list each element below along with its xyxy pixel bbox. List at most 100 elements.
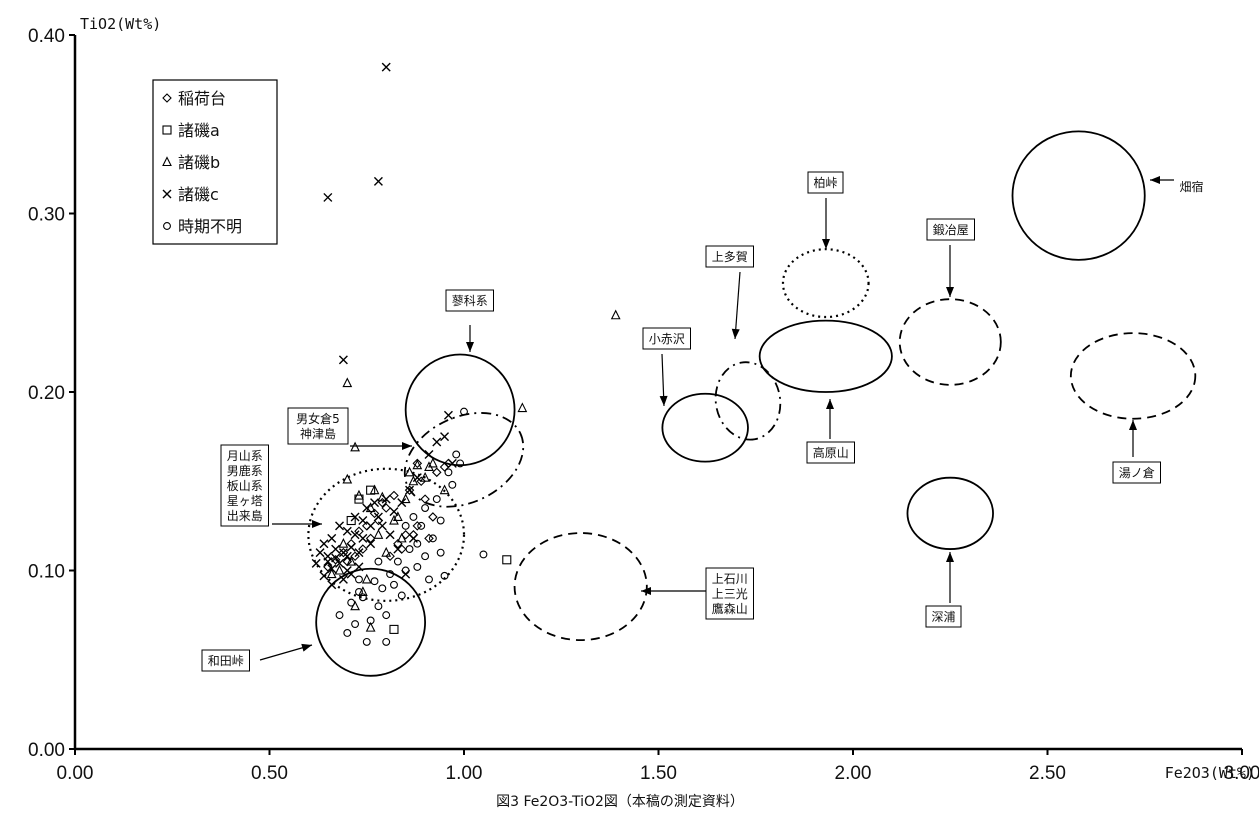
region-label-text: 畑宿 <box>1179 179 1203 194</box>
point-x <box>424 449 434 459</box>
point-triangle <box>334 564 345 575</box>
region-label-group: 柏峠 <box>807 171 844 249</box>
point-diamond <box>361 521 372 531</box>
region-label-group: 深浦 <box>925 552 962 628</box>
point-x <box>319 571 329 581</box>
region-label-group: 畑宿 <box>1150 176 1204 194</box>
point-triangle <box>365 621 376 632</box>
point-diamond <box>412 521 423 531</box>
point-circle <box>432 495 441 504</box>
region-label-box <box>220 444 269 527</box>
point-diamond <box>404 485 415 495</box>
point-x <box>373 176 383 186</box>
point-circle <box>436 516 445 525</box>
point-triangle <box>381 546 392 557</box>
point-circle <box>413 562 422 571</box>
point-circle <box>355 587 363 596</box>
point-diamond <box>381 503 391 513</box>
x-tick-label: 0.50 <box>251 763 288 784</box>
point-triangle <box>342 473 353 484</box>
point-triangle <box>517 402 528 413</box>
point-x <box>389 507 399 517</box>
point-diamond <box>400 530 411 540</box>
point-diamond <box>428 512 438 522</box>
arrow-head <box>946 552 954 562</box>
point-diamond <box>350 551 360 561</box>
source-regions <box>307 130 1197 677</box>
point-circle <box>460 407 468 416</box>
point-circle <box>440 571 449 580</box>
arrow-head <box>822 239 830 249</box>
point-diamond <box>365 533 376 544</box>
point-diamond <box>416 476 426 487</box>
arrow-head <box>731 328 740 339</box>
point-circle <box>417 521 426 530</box>
region-label-box <box>926 218 975 241</box>
point-triangle <box>350 441 360 452</box>
point-x <box>366 521 376 531</box>
legend-label: 諸磯a <box>178 121 220 140</box>
y-tick-label: 0.20 <box>28 383 65 404</box>
region-label-group: 和田峠 <box>201 643 313 672</box>
point-circle <box>343 629 352 637</box>
point-triangle <box>424 461 434 472</box>
point-x <box>338 548 348 558</box>
x-tick-label: 2.50 <box>1029 763 1066 784</box>
arrow-head <box>1150 176 1160 184</box>
source-region-ellipse <box>315 567 427 677</box>
point-x <box>408 533 418 543</box>
region-label-text: 鷹森山 <box>712 601 748 616</box>
source-region-ellipse <box>758 319 893 393</box>
source-region-ellipse <box>307 467 466 602</box>
point-circle <box>366 616 375 625</box>
point-triangle <box>427 457 438 468</box>
point-x <box>358 516 368 526</box>
region-label-text: 高原山 <box>813 445 849 460</box>
region-label-box <box>201 649 250 672</box>
point-triangle <box>354 489 364 500</box>
region-label-text: 柏峠 <box>813 175 837 190</box>
point-diamond <box>358 544 368 554</box>
point-circle <box>436 548 445 557</box>
point-circle <box>393 557 402 566</box>
y-tick-label: 0.10 <box>28 562 65 583</box>
point-circle <box>358 593 367 602</box>
point-circle <box>421 504 430 512</box>
point-diamond <box>389 490 399 501</box>
point-triangle <box>392 511 403 522</box>
point-x <box>447 458 457 468</box>
point-x <box>350 530 360 540</box>
point-x <box>331 553 341 563</box>
point-x <box>377 521 387 531</box>
point-circle <box>444 468 453 477</box>
region-label-group: 鍛冶屋 <box>926 218 975 297</box>
point-x <box>393 544 403 554</box>
region-label-text: 男鹿系 <box>227 463 263 478</box>
point-x <box>381 62 391 72</box>
region-label-group: 上多賀 <box>705 245 754 340</box>
point-circle <box>374 557 383 566</box>
legend-marker-x <box>162 189 172 199</box>
region-label-box <box>705 567 754 620</box>
point-square <box>389 624 399 634</box>
legend-marker-triangle <box>162 156 172 167</box>
point-x <box>354 562 364 572</box>
point-x <box>327 580 337 590</box>
legend-box <box>152 79 278 245</box>
source-region-ellipse <box>906 476 994 550</box>
point-x <box>338 355 348 365</box>
region-label-box <box>1112 461 1161 484</box>
region-label-box <box>287 407 349 445</box>
legend-marker-diamond <box>162 93 172 103</box>
point-x <box>370 498 380 508</box>
point-circle <box>382 637 391 646</box>
source-region-ellipse <box>1011 130 1146 261</box>
point-x <box>315 548 325 558</box>
region-label-box <box>806 441 855 464</box>
point-circle <box>456 459 465 468</box>
point-triangle <box>400 493 411 504</box>
